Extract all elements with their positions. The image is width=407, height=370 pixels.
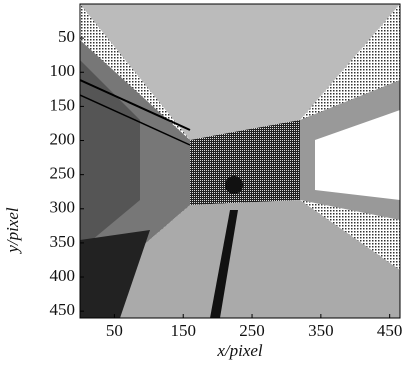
y-tick-label: 400 [50, 266, 76, 285]
x-tick-label: 150 [170, 321, 196, 340]
y-tick-label: 300 [50, 198, 76, 217]
x-axis-label: x/pixel [216, 341, 263, 360]
y-tick-label: 350 [50, 232, 76, 251]
figure: x/pixel y/pixel 50 150 250 350 450 50 100 150 20… [0, 0, 407, 365]
y-tick-label: 150 [50, 95, 76, 114]
corridor-image [80, 4, 400, 318]
x-tick-label: 250 [239, 321, 265, 340]
y-axis-label: y/pixel [3, 207, 22, 255]
y-tick-label: 250 [50, 164, 76, 183]
x-tick-label: 50 [106, 321, 123, 340]
y-tick-label: 450 [50, 300, 76, 319]
y-tick-label: 50 [58, 27, 75, 46]
y-tick-label: 200 [50, 129, 76, 148]
y-tick-label: 100 [50, 61, 76, 80]
x-tick-label: 450 [377, 321, 403, 340]
x-tick-label: 350 [308, 321, 334, 340]
